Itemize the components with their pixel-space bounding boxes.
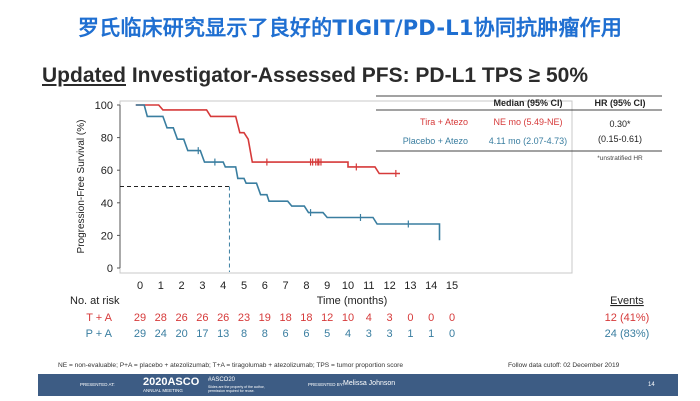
risk-count: 19 — [259, 312, 271, 324]
x-tick-label: 14 — [425, 280, 437, 292]
risk-count: 24 — [155, 328, 167, 340]
footer-presented-at: PRESENTED AT: — [80, 382, 115, 387]
x-tick-label: 4 — [220, 280, 226, 292]
footer-hashtag: #ASCO20 — [208, 377, 236, 383]
data-cutoff: Follow data cutoff: 02 December 2019 — [508, 362, 620, 369]
footer-presented-by: PRESENTED BY: — [308, 382, 344, 387]
footer-page-number: 14 — [648, 382, 655, 388]
risk-count: 29 — [134, 312, 146, 324]
risk-count: 4 — [366, 312, 372, 324]
x-tick-label: 15 — [446, 280, 458, 292]
x-tick-label: 1 — [158, 280, 164, 292]
risk-count: 0 — [449, 312, 455, 324]
y-tick-label: 20 — [101, 230, 113, 242]
risk-events: 12 (41%) — [605, 312, 650, 324]
headline: 罗氏临床研究显示了良好的TIGIT/PD-L1协同抗肿瘤作用 — [77, 16, 623, 40]
x-tick-label: 11 — [363, 280, 374, 292]
x-tick-label: 7 — [283, 280, 289, 292]
risk-count: 8 — [262, 328, 268, 340]
x-tick-label: 13 — [404, 280, 416, 292]
stats-hr-ci: (0.15-0.61) — [598, 134, 642, 144]
stats-row-median: 4.11 mo (2.07-4.73) — [489, 136, 567, 146]
risk-count: 13 — [217, 328, 229, 340]
footnote: NE = non-evaluable; P+A = placebo + atez… — [58, 362, 404, 369]
risk-count: 8 — [241, 328, 247, 340]
x-tick-label: 12 — [383, 280, 395, 292]
y-tick-label: 60 — [101, 165, 113, 177]
risk-count: 6 — [303, 328, 309, 340]
x-tick-label: 10 — [342, 280, 354, 292]
x-tick-label: 0 — [137, 280, 143, 292]
risk-count: 26 — [196, 312, 208, 324]
events-header: Events — [610, 295, 644, 307]
km-curve-tira-atezo — [135, 104, 400, 175]
risk-table-header: No. at risk — [70, 295, 120, 307]
risk-count: 23 — [238, 312, 250, 324]
x-tick-label: 6 — [262, 280, 268, 292]
slide-title-rest: Investigator-Assessed PFS: PD-L1 TPS ≥ 5… — [126, 64, 588, 87]
y-tick-label: 40 — [101, 198, 113, 210]
risk-count: 18 — [279, 312, 291, 324]
y-tick-label: 80 — [101, 133, 113, 145]
x-tick-label: 3 — [199, 280, 205, 292]
risk-count: 3 — [366, 328, 372, 340]
km-curve-placebo-atezo — [135, 104, 441, 241]
stats-row-label: Tira + Atezo — [420, 117, 468, 127]
stats-note: *unstratified HR — [597, 155, 643, 162]
stats-row-median: NE mo (5.49-NE) — [493, 117, 562, 127]
stats-header-median: Median (95% CI) — [493, 98, 562, 108]
stats-hr-value: 0.30* — [609, 119, 631, 129]
risk-count: 26 — [175, 312, 187, 324]
risk-count: 3 — [387, 328, 393, 340]
risk-count: 6 — [283, 328, 289, 340]
y-tick-label: 100 — [95, 100, 113, 112]
risk-count: 5 — [324, 328, 330, 340]
risk-row-label: T + A — [86, 312, 112, 324]
x-tick-label: 5 — [241, 280, 247, 292]
risk-count: 12 — [321, 312, 333, 324]
x-axis-label: Time (months) — [317, 295, 388, 307]
footer-meeting-sub: ANNUAL MEETING — [143, 388, 183, 393]
risk-count: 17 — [196, 328, 208, 340]
risk-count: 1 — [428, 328, 434, 340]
risk-count: 0 — [428, 312, 434, 324]
y-axis-label: Progression-Free Survival (%) — [76, 120, 87, 254]
risk-count: 1 — [407, 328, 413, 340]
y-tick-label: 0 — [107, 263, 113, 275]
footer-meeting: 2020ASCO — [143, 376, 200, 388]
x-tick-label: 2 — [179, 280, 185, 292]
footer-bar: PRESENTED AT: 2020ASCO ANNUAL MEETING #A… — [38, 374, 678, 396]
footer-hashtag-note: Slides are the property of the author, p… — [208, 385, 265, 393]
risk-count: 26 — [217, 312, 229, 324]
risk-count: 0 — [407, 312, 413, 324]
x-tick-label: 8 — [303, 280, 309, 292]
slide-title: Updated Investigator-Assessed PFS: PD-L1… — [42, 64, 588, 88]
x-tick-label: 9 — [324, 280, 330, 292]
risk-count: 29 — [134, 328, 146, 340]
risk-events: 24 (83%) — [605, 328, 650, 340]
risk-count: 10 — [342, 312, 354, 324]
risk-count: 3 — [387, 312, 393, 324]
stats-header-hr: HR (95% CI) — [594, 98, 645, 108]
risk-row-label: P + A — [86, 328, 113, 340]
stats-row-label: Placebo + Atezo — [403, 136, 468, 146]
risk-count: 20 — [175, 328, 187, 340]
risk-count: 4 — [345, 328, 351, 340]
slide-title-updated: Updated — [42, 64, 126, 87]
footer-presenter: Melissa Johnson — [343, 380, 396, 387]
risk-count: 28 — [155, 312, 167, 324]
risk-count: 0 — [449, 328, 455, 340]
risk-count: 18 — [300, 312, 312, 324]
